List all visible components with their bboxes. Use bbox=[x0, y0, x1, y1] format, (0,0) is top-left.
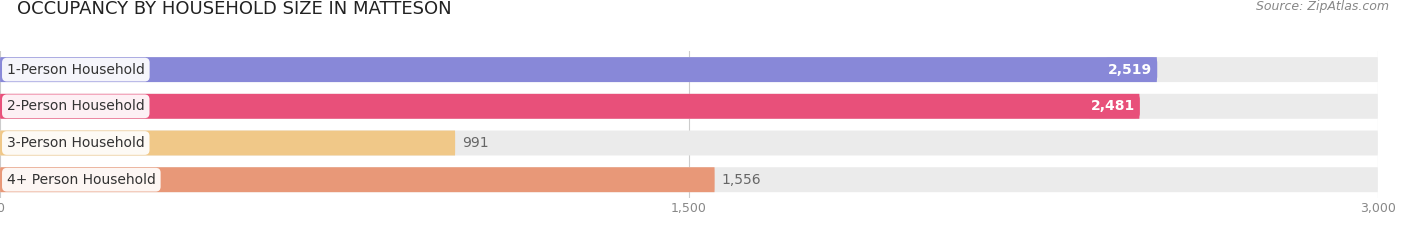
FancyBboxPatch shape bbox=[0, 94, 1139, 119]
FancyBboxPatch shape bbox=[0, 57, 1157, 82]
Text: 4+ Person Household: 4+ Person Household bbox=[7, 173, 156, 187]
Text: 2,481: 2,481 bbox=[1091, 99, 1135, 113]
FancyBboxPatch shape bbox=[0, 167, 714, 192]
Text: 991: 991 bbox=[463, 136, 489, 150]
FancyBboxPatch shape bbox=[0, 57, 1378, 82]
FancyBboxPatch shape bbox=[0, 94, 1378, 119]
Text: 1-Person Household: 1-Person Household bbox=[7, 63, 145, 77]
FancyBboxPatch shape bbox=[0, 130, 456, 155]
Text: Source: ZipAtlas.com: Source: ZipAtlas.com bbox=[1256, 0, 1389, 13]
Text: OCCUPANCY BY HOUSEHOLD SIZE IN MATTESON: OCCUPANCY BY HOUSEHOLD SIZE IN MATTESON bbox=[17, 0, 451, 18]
Text: 3-Person Household: 3-Person Household bbox=[7, 136, 145, 150]
Text: 1,556: 1,556 bbox=[721, 173, 761, 187]
Text: 2-Person Household: 2-Person Household bbox=[7, 99, 145, 113]
FancyBboxPatch shape bbox=[0, 167, 1378, 192]
FancyBboxPatch shape bbox=[0, 130, 1378, 155]
Text: 2,519: 2,519 bbox=[1108, 63, 1153, 77]
